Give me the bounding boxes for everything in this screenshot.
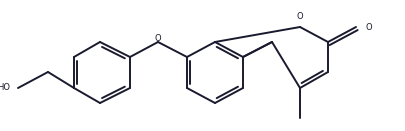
Text: O: O — [365, 23, 372, 31]
Text: HO: HO — [0, 83, 10, 92]
Text: O: O — [296, 12, 303, 21]
Text: O: O — [154, 34, 161, 43]
